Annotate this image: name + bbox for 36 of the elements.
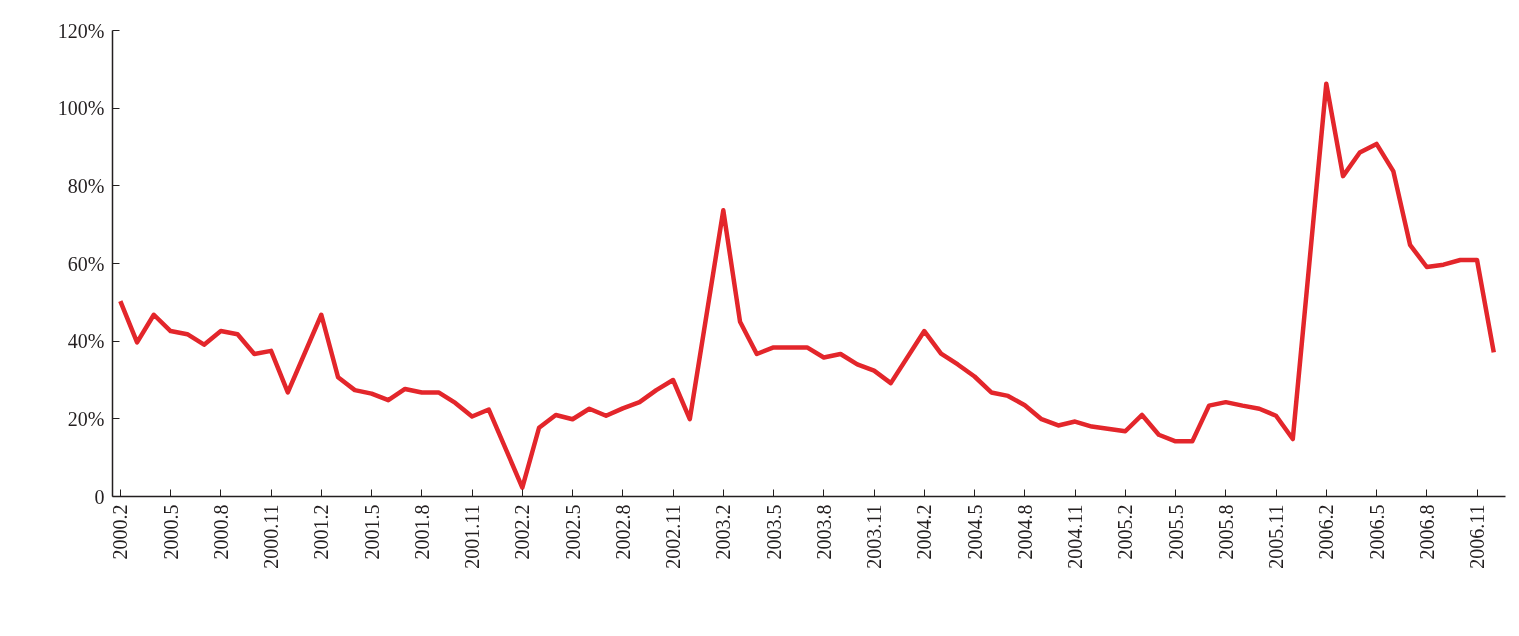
x-tick-label: 2005.8 bbox=[1214, 504, 1237, 560]
y-tick-label: 20% bbox=[67, 407, 105, 430]
x-tick-label: 2004.11 bbox=[1064, 504, 1087, 569]
x-tick-label: 2003.11 bbox=[863, 504, 886, 569]
x-tick-label: 2000.2 bbox=[109, 504, 132, 560]
y-tick-label: 100% bbox=[57, 97, 105, 120]
x-tick-label: 2004.5 bbox=[963, 504, 986, 560]
x-tick-label: 2004.8 bbox=[1013, 504, 1036, 560]
y-tick-label: 80% bbox=[67, 174, 105, 197]
x-tick-label: 2001.5 bbox=[360, 504, 383, 560]
x-tick-label: 2004.2 bbox=[913, 504, 936, 560]
y-tick-label: 120% bbox=[57, 19, 105, 42]
x-tick-label: 2005.11 bbox=[1265, 504, 1288, 569]
x-tick-label: 2006.8 bbox=[1415, 504, 1438, 560]
x-tick-label: 2003.2 bbox=[712, 504, 735, 560]
x-tick-label: 2002.11 bbox=[662, 504, 685, 569]
y-tick-label: 60% bbox=[67, 252, 105, 275]
x-tick-label: 2000.5 bbox=[159, 504, 182, 560]
x-tick-label: 2002.8 bbox=[611, 504, 634, 560]
x-tick-label: 2006.5 bbox=[1365, 504, 1388, 560]
x-tick-label: 2006.2 bbox=[1315, 504, 1338, 560]
x-tick-label: 2002.2 bbox=[511, 504, 534, 560]
x-tick-label: 2002.5 bbox=[561, 504, 584, 560]
x-tick-label: 2000.8 bbox=[209, 504, 232, 560]
y-tick-label: 0 bbox=[94, 485, 105, 508]
x-tick-label: 2000.11 bbox=[260, 504, 283, 569]
x-tick-label: 2001.11 bbox=[461, 504, 484, 569]
x-tick-label: 2005.5 bbox=[1164, 504, 1187, 560]
x-tick-label: 2003.8 bbox=[812, 504, 835, 560]
line-series bbox=[118, 81, 1497, 490]
x-tick-label: 2005.2 bbox=[1114, 504, 1137, 560]
x-tick-label: 2001.8 bbox=[410, 504, 433, 560]
y-tick-label: 40% bbox=[67, 330, 105, 353]
x-tick-label: 2001.2 bbox=[310, 504, 333, 560]
x-tick-label: 2006.11 bbox=[1466, 504, 1489, 569]
x-tick-label: 2003.5 bbox=[762, 504, 785, 560]
